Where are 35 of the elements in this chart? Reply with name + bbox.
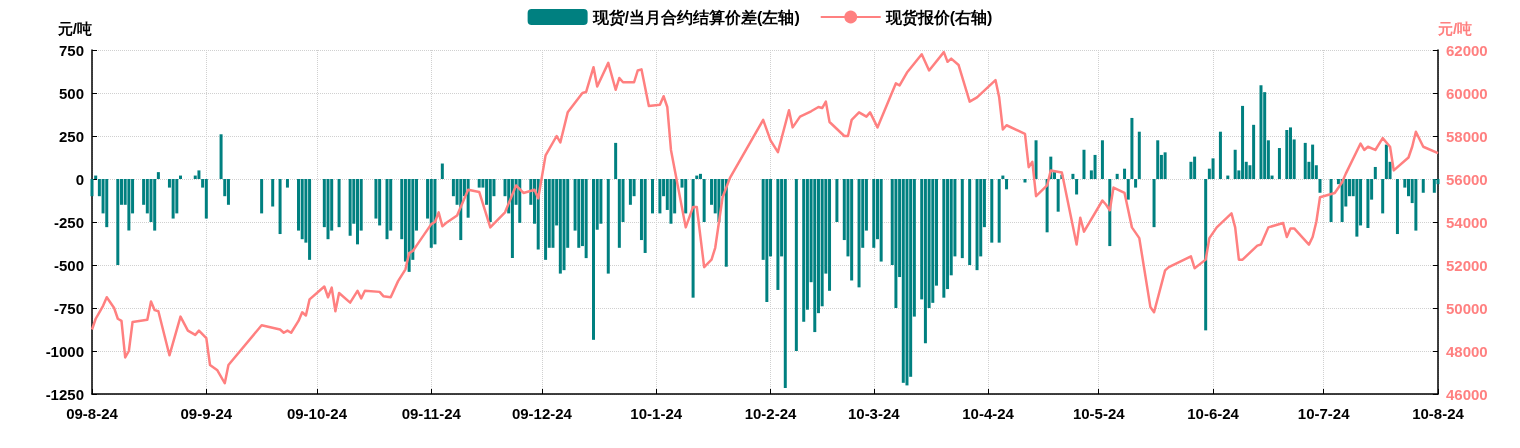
y2-tick-label: 62000 — [1446, 41, 1488, 59]
y2-tick-label: 48000 — [1446, 342, 1488, 360]
x-tick-label: 09-8-24 — [66, 405, 119, 422]
y-tick-label: -500 — [53, 256, 84, 274]
x-tick-label: 10-5-24 — [1072, 405, 1126, 422]
x-tick-label: 10-7-24 — [1297, 405, 1351, 422]
y-tick-label: 250 — [58, 127, 84, 145]
x-tick-label: 09-10-24 — [286, 405, 348, 422]
x-tick-label: 10-1-24 — [630, 405, 683, 422]
legend-label: 现货报价(右轴) — [884, 8, 993, 27]
y-tick-label: -1000 — [45, 342, 84, 360]
x-tick-label: 09-11-24 — [401, 405, 462, 422]
y2-tick-label: 58000 — [1446, 127, 1488, 145]
y-tick-label: 500 — [58, 84, 84, 102]
y2-tick-label: 52000 — [1446, 256, 1488, 274]
x-tick-label: 10-2-24 — [744, 405, 798, 422]
y-tick-label: -1250 — [45, 385, 84, 403]
x-tick-label: 10-8-24 — [1412, 405, 1465, 422]
y2-tick-label: 50000 — [1446, 299, 1488, 317]
y2-tick-label: 46000 — [1446, 385, 1488, 403]
x-tick-label: 10-4-24 — [962, 405, 1015, 422]
x-tick-label: 09-12-24 — [511, 405, 573, 422]
y2-axis-title: 元/吨 — [1437, 20, 1473, 37]
y-tick-label: 750 — [58, 41, 84, 59]
y-tick-label: 0 — [75, 170, 84, 188]
x-tick-label: 10-3-24 — [847, 405, 901, 422]
legend-label: 现货/当月合约结算价差(左轴) — [591, 8, 800, 27]
y2-tick-label: 60000 — [1446, 84, 1488, 102]
x-tick-label: 09-9-24 — [180, 405, 233, 422]
y-tick-label: -250 — [53, 213, 84, 231]
x-tick-label: 10-6-24 — [1187, 405, 1240, 422]
y-tick-label: -750 — [53, 299, 84, 317]
y2-tick-label: 56000 — [1446, 170, 1488, 188]
y-axis-title: 元/吨 — [56, 20, 92, 37]
y2-tick-label: 54000 — [1446, 213, 1488, 231]
